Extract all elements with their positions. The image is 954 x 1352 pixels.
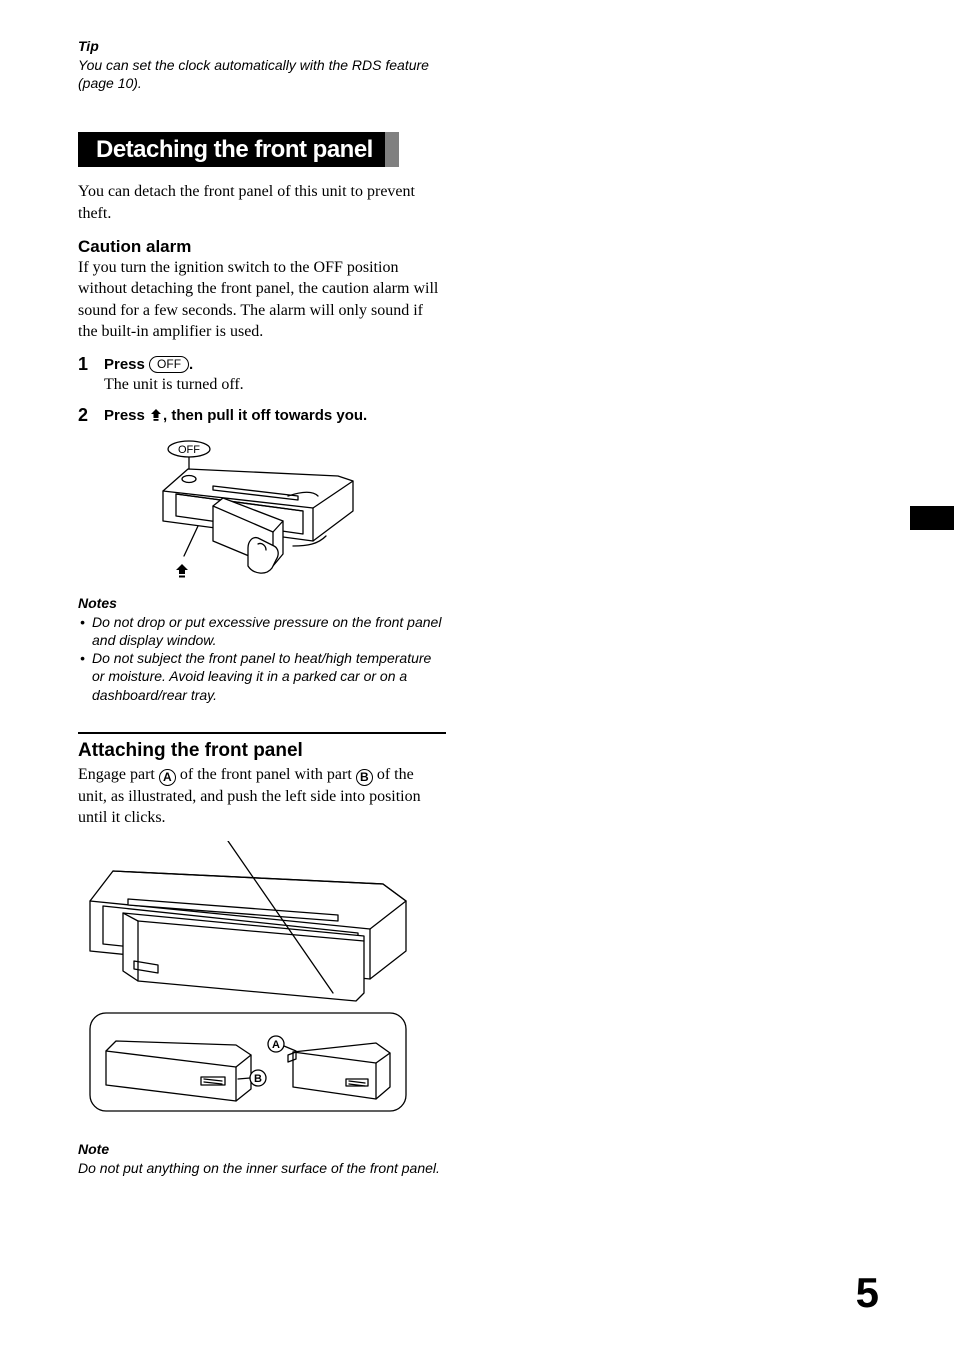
section-title-accent [385, 132, 399, 167]
release-icon [149, 408, 163, 422]
step-1-suffix: . [189, 356, 193, 373]
left-column: Tip You can set the clock automatically … [78, 38, 446, 1177]
tip-heading: Tip [78, 38, 446, 54]
step-1: 1 Press OFF. The unit is turned off. [78, 355, 446, 396]
section-title-bar: Detaching the front panel [78, 132, 446, 167]
section-divider [78, 732, 446, 734]
step-1-instruction: Press OFF. [104, 355, 446, 375]
attaching-p1: Engage part [78, 766, 159, 783]
caution-body: If you turn the ignition switch to the O… [78, 257, 446, 343]
step-2-suffix: , then pull it off towards you. [163, 407, 367, 424]
off-button-badge: OFF [149, 356, 189, 373]
circled-b-label: B [356, 769, 373, 786]
step-2: 2 Press , then pull it off towards you. [78, 406, 446, 426]
svg-text:B: B [254, 1073, 262, 1085]
notes-heading: Notes [78, 595, 446, 611]
section-title-text: Detaching the front panel [78, 132, 385, 167]
attach-diagram: B A [78, 841, 446, 1121]
intro-text: You can detach the front panel of this u… [78, 181, 446, 224]
step-2-instruction: Press , then pull it off towards you. [104, 406, 446, 426]
note-body: Do not put anything on the inner surface… [78, 1159, 446, 1177]
note-item: Do not subject the front panel to heat/h… [78, 649, 446, 704]
attaching-body: Engage part A of the front panel with pa… [78, 764, 446, 829]
step-number: 1 [78, 355, 104, 375]
svg-text:OFF: OFF [178, 444, 200, 456]
step-1-prefix: Press [104, 356, 149, 373]
attaching-heading: Attaching the front panel [78, 740, 446, 762]
page-number: 5 [856, 1269, 879, 1317]
attaching-p2: of the front panel with part [176, 766, 356, 783]
svg-text:A: A [272, 1039, 280, 1051]
step-1-result: The unit is turned off. [104, 374, 446, 396]
step-number: 2 [78, 406, 104, 426]
detach-diagram: OFF [158, 436, 446, 581]
note-item: Do not drop or put excessive pressure on… [78, 613, 446, 649]
circled-a-label: A [159, 769, 176, 786]
tip-body: You can set the clock automatically with… [78, 56, 446, 92]
thumb-tab [910, 506, 954, 530]
note-heading: Note [78, 1141, 446, 1157]
notes-list: Do not drop or put excessive pressure on… [78, 613, 446, 704]
step-2-prefix: Press [104, 407, 149, 424]
caution-heading: Caution alarm [78, 237, 446, 257]
